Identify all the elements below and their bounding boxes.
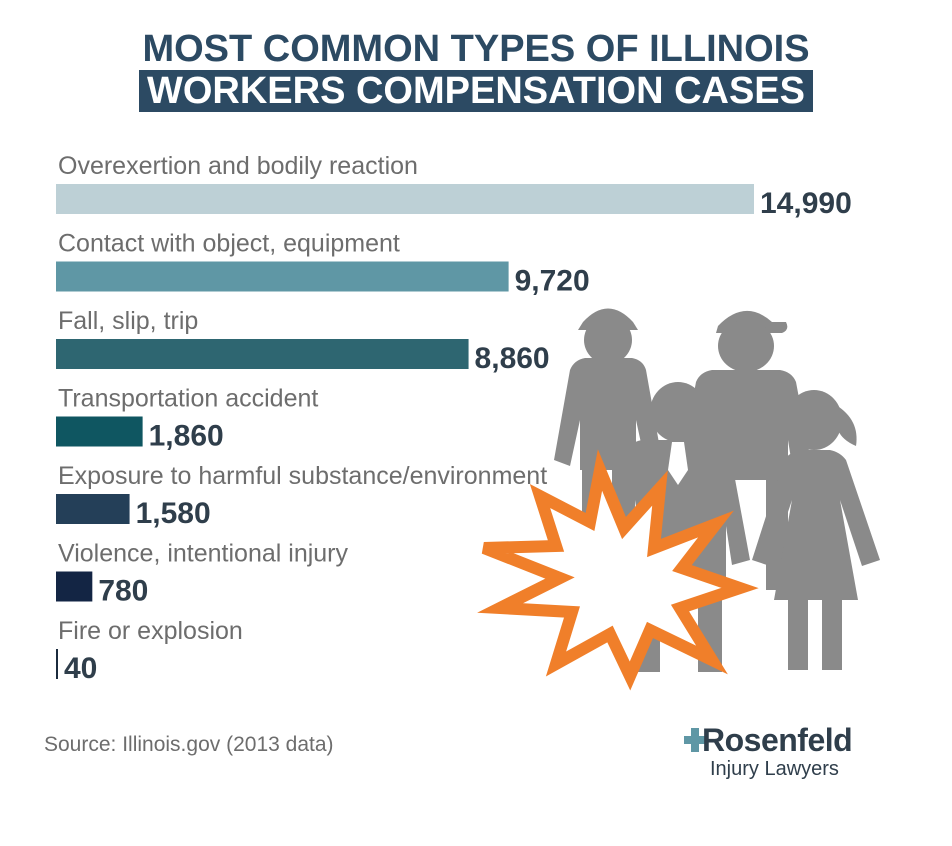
bar	[56, 571, 93, 602]
bars-layer: Overexertion and bodily reaction 14,990 Co…	[56, 152, 852, 685]
value-label: 40	[64, 652, 97, 685]
category-label: Contact with object, equipment	[58, 230, 400, 258]
logo-tagline: Injury Lawyers	[710, 758, 839, 780]
source-note: Source: Illinois.gov (2013 data)	[44, 733, 334, 756]
bar	[56, 261, 509, 292]
category-label: Transportation accident	[58, 385, 318, 413]
woman-worker-icon	[752, 390, 880, 670]
value-label: 1,860	[149, 420, 224, 453]
title-line-1: MOST COMMON TYPES OF ILLINOIS	[142, 28, 810, 70]
company-logo: Rosenfeld Injury Lawyers	[684, 722, 864, 782]
category-label: Violence, intentional injury	[58, 540, 349, 568]
bar	[56, 649, 58, 679]
bar	[56, 339, 469, 369]
logo-name: Rosenfeld	[702, 722, 853, 758]
chart-title: MOST COMMON TYPES OF ILLINOIS WORKERS CO…	[0, 28, 952, 112]
logo-cross-icon	[684, 728, 706, 752]
bar	[56, 416, 143, 447]
category-label: Fire or explosion	[58, 617, 243, 645]
category-label: Exposure to harmful substance/environmen…	[58, 462, 547, 490]
category-label: Overexertion and bodily reaction	[58, 152, 418, 180]
category-label: Fall, slip, trip	[58, 307, 198, 335]
workers-illustration	[477, 308, 880, 691]
explosion-burst-icon	[477, 449, 759, 691]
value-label: 14,990	[760, 187, 852, 220]
title-line-2: WORKERS COMPENSATION CASES	[138, 70, 813, 112]
value-label: 9,720	[515, 265, 590, 298]
value-label: 1,580	[136, 497, 211, 530]
bar	[56, 184, 754, 214]
bar	[56, 494, 130, 524]
value-label: 780	[98, 575, 148, 608]
value-label: 8,860	[475, 342, 550, 375]
